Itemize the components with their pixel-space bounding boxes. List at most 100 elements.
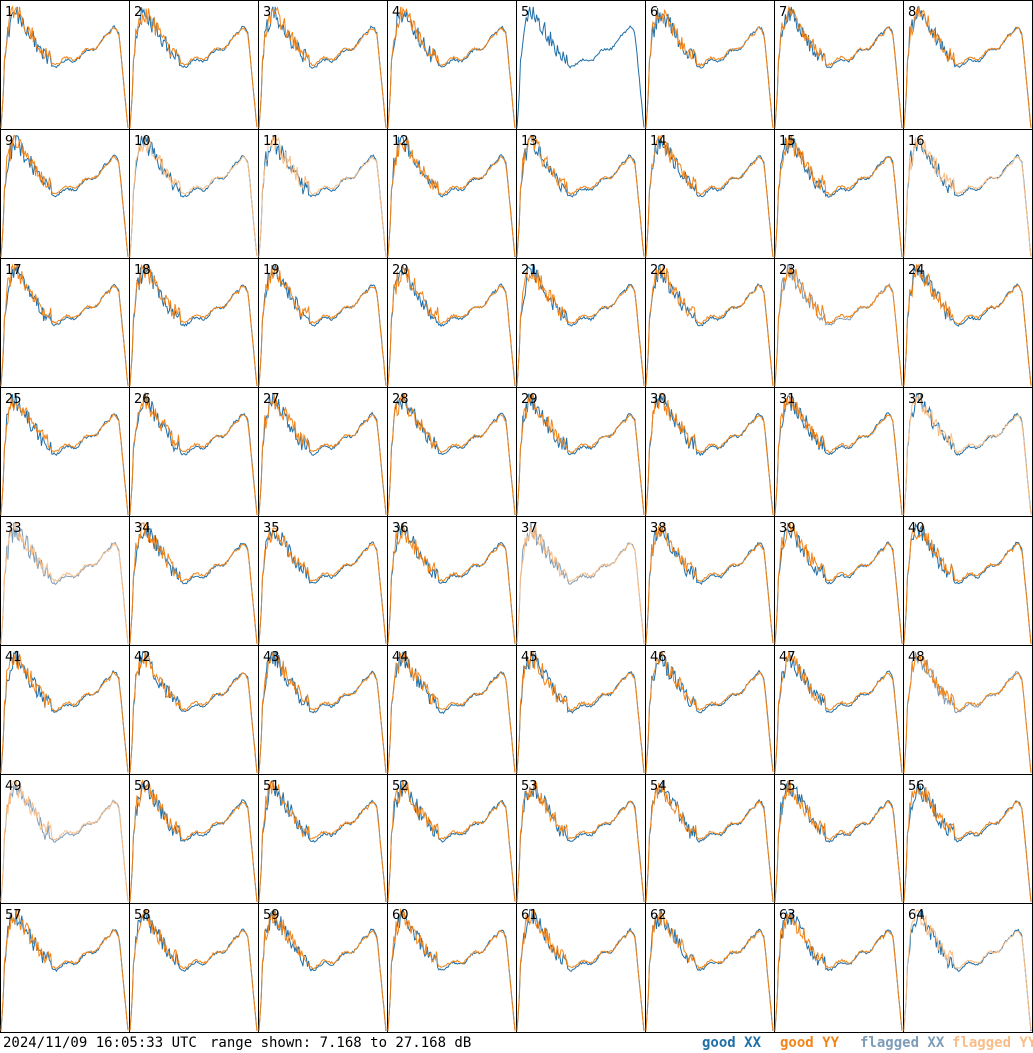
panel-number: 11: [263, 134, 280, 149]
panel-number: 29: [521, 392, 538, 407]
yy-series-line: [129, 908, 258, 1032]
panel: 53: [516, 774, 646, 904]
yy-series-line: [0, 653, 129, 774]
panel-number: 7: [779, 5, 787, 20]
panel: 20: [387, 258, 517, 388]
yy-series-line: [129, 779, 258, 903]
yy-series-line: [774, 135, 903, 258]
panel: 51: [258, 774, 388, 904]
panel-frame: [0, 0, 130, 130]
panel: 45: [516, 645, 646, 775]
xx-series-line: [129, 525, 258, 645]
panel-number: 63: [779, 908, 796, 923]
panel: 30: [645, 387, 775, 517]
panel-frame: [0, 258, 130, 388]
yy-series-line: [645, 782, 774, 903]
range-text: range shown: 7.168 to 27.168 dB: [210, 1035, 472, 1051]
yy-series-line: [645, 265, 774, 387]
xx-series-line: [0, 135, 129, 258]
panel: 24: [903, 258, 1033, 388]
panel: 29: [516, 387, 646, 517]
panel: 63: [774, 903, 904, 1033]
panel-frame: [0, 129, 130, 259]
yy-series-line: [258, 393, 387, 516]
yy-series-line: [516, 780, 645, 903]
xx-series-line: [258, 528, 387, 644]
panel-number: 33: [5, 521, 22, 536]
panel-number: 13: [521, 134, 538, 149]
panel-frame: [129, 129, 259, 259]
yy-series-line: [387, 137, 516, 258]
panel-number: 41: [5, 650, 22, 665]
xx-series-line: [774, 526, 903, 645]
xx-series-line: [387, 651, 516, 773]
panel-number: 30: [650, 392, 667, 407]
xx-series-line: [774, 264, 903, 387]
panel-number: 3: [263, 5, 271, 20]
yy-series-line: [516, 269, 645, 387]
panel-number: 14: [650, 134, 667, 149]
panel: 28: [387, 387, 517, 517]
panel: 64: [903, 903, 1033, 1033]
panel-frame: [387, 516, 517, 646]
panel-frame: [387, 903, 517, 1033]
yy-series-line: [387, 908, 516, 1032]
panel: 36: [387, 516, 517, 646]
yy-series-line: [0, 5, 129, 129]
yy-series-line: [129, 138, 258, 258]
yy-series-line: [774, 267, 903, 387]
panel: 17: [0, 258, 130, 388]
yy-series-line: [516, 651, 645, 774]
panel: 31: [774, 387, 904, 517]
panel: 5: [516, 0, 646, 130]
panel-number: 54: [650, 779, 667, 794]
panel-number: 6: [650, 5, 658, 20]
panel: 32: [903, 387, 1033, 517]
panel-number: 50: [134, 779, 151, 794]
panel-number: 44: [392, 650, 409, 665]
panel: 21: [516, 258, 646, 388]
xx-series-line: [774, 651, 903, 773]
yy-series-line: [516, 393, 645, 516]
xx-series-line: [645, 525, 774, 644]
panel: 13: [516, 129, 646, 259]
panel-number: 26: [134, 392, 151, 407]
panel: 41: [0, 645, 130, 775]
panel-number: 37: [521, 521, 538, 536]
panel: 12: [387, 129, 517, 259]
panel-number: 12: [392, 134, 409, 149]
panel: 27: [258, 387, 388, 517]
yy-series-line: [516, 134, 645, 258]
yy-series-line: [903, 785, 1032, 903]
panel: 56: [903, 774, 1033, 904]
yy-series-line: [516, 522, 645, 645]
panel-number: 20: [392, 263, 409, 278]
panel: 15: [774, 129, 904, 259]
panel: 43: [258, 645, 388, 775]
yy-series-line: [0, 780, 129, 903]
panel: 60: [387, 903, 517, 1033]
panel-number: 61: [521, 908, 538, 923]
yy-series-line: [387, 651, 516, 774]
xx-series-line: [903, 140, 1032, 257]
panel: 3: [258, 0, 388, 130]
panel-number: 56: [908, 779, 925, 794]
panel-number: 48: [908, 650, 925, 665]
legend-good-yy: good YY: [780, 1035, 840, 1051]
panel-number: 55: [779, 779, 796, 794]
panel-number: 19: [263, 263, 280, 278]
panel-frame: [903, 645, 1033, 775]
panel: 62: [645, 903, 775, 1033]
panel-number: 2: [134, 5, 142, 20]
yy-series-line: [516, 909, 645, 1032]
yy-series-line: [387, 6, 516, 129]
panel-number: 59: [263, 908, 280, 923]
panel-frame: [516, 387, 646, 517]
panel: 49: [0, 774, 130, 904]
xx-series-line: [645, 7, 774, 129]
yy-series-line: [774, 5, 903, 129]
panel: 11: [258, 129, 388, 259]
panel-frame: [387, 0, 517, 130]
panel-number: 15: [779, 134, 796, 149]
